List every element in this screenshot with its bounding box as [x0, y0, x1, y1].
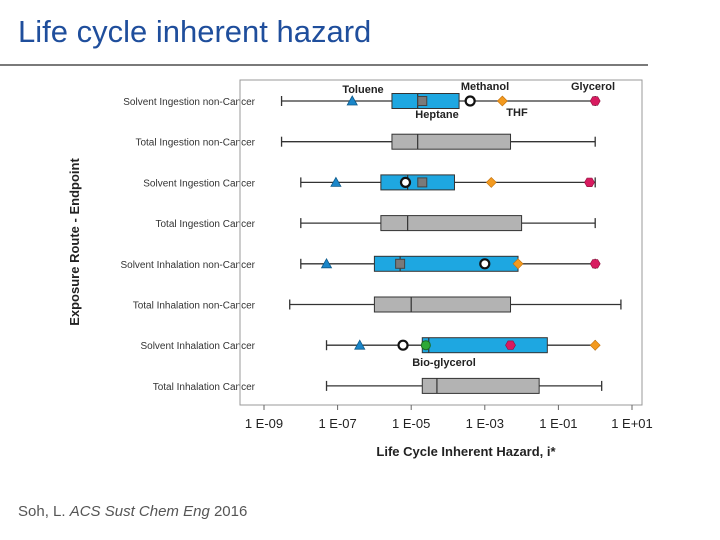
heptane-marker — [395, 258, 406, 269]
category-label: Total Inhalation non-Cancer — [133, 301, 256, 312]
x-tick-label: 1 E-03 — [466, 416, 504, 431]
bio-glycerol-marker — [420, 340, 431, 351]
heptane-marker — [417, 177, 428, 188]
total-box — [391, 133, 512, 150]
citation-year: 2016 — [213, 503, 248, 520]
thf-marker — [512, 258, 524, 270]
thf-marker — [485, 176, 497, 188]
boxplot-row — [289, 296, 622, 313]
x-axis-title: Life Cycle Inherent Hazard, i* — [376, 444, 556, 459]
boxplot-row — [300, 215, 596, 232]
y-axis-title: Exposure Route - Endpoint — [67, 158, 82, 326]
toluene-marker — [330, 176, 342, 187]
total-box — [380, 215, 523, 232]
thf-marker — [589, 339, 601, 351]
annotation-glycerol: Glycerol — [571, 81, 615, 93]
solvent-box — [421, 337, 548, 354]
citation-journal: ACS Sust Chem Eng — [69, 503, 210, 520]
thf-marker — [496, 95, 508, 107]
annotation-toluene: Toluene — [342, 84, 383, 96]
annotation-methanol: Methanol — [461, 81, 509, 93]
category-label: Solvent Inhalation non-Cancer — [120, 260, 255, 271]
category-label: Solvent Ingestion Cancer — [143, 178, 255, 189]
annotation-bio-glycerol: Bio-glycerol — [412, 357, 476, 369]
methanol-marker — [397, 339, 409, 351]
total-box — [373, 296, 512, 313]
boxplot-row — [325, 337, 601, 354]
x-tick-label: 1 E-09 — [245, 416, 283, 431]
x-tick-label: 1 E-07 — [318, 416, 356, 431]
heptane-marker — [417, 96, 428, 106]
toluene-marker — [320, 257, 333, 269]
plot-frame — [239, 79, 643, 406]
category-label: Total Inhalation Cancer — [153, 382, 256, 393]
category-label: Total Ingestion non-Cancer — [135, 138, 255, 149]
boxplot-row — [280, 133, 596, 150]
methanol-marker — [479, 258, 491, 270]
category-label: Total Ingestion Cancer — [155, 219, 255, 230]
boxplot-row — [325, 377, 603, 394]
citation: Soh, L. ACS Sust Chem Eng 2016 — [18, 503, 247, 520]
boxplot-row — [300, 255, 601, 272]
glycerol-marker — [589, 96, 601, 106]
toluene-marker — [354, 339, 366, 350]
slide-title: Life cycle inherent hazard — [18, 14, 372, 49]
glycerol-marker — [584, 177, 595, 187]
glycerol-marker — [505, 340, 516, 350]
annotation-heptane: Heptane — [415, 109, 458, 121]
methanol-marker — [464, 95, 476, 107]
total-box — [421, 377, 540, 394]
citation-author: Soh, L. — [18, 503, 66, 520]
category-label: Solvent Inhalation Cancer — [140, 341, 255, 352]
x-tick-label: 1 E-01 — [539, 416, 577, 431]
toluene-marker — [346, 95, 358, 106]
title-divider — [0, 64, 648, 66]
boxplot-row — [280, 93, 601, 109]
boxplot-row — [300, 174, 596, 191]
methanol-marker — [399, 176, 412, 188]
x-tick-label: 1 E+01 — [611, 416, 653, 431]
x-tick-label: 1 E-05 — [392, 416, 430, 431]
glycerol-marker — [589, 259, 601, 269]
category-label: Solvent Ingestion non-Cancer — [123, 97, 255, 108]
annotation-thf: THF — [506, 107, 528, 119]
